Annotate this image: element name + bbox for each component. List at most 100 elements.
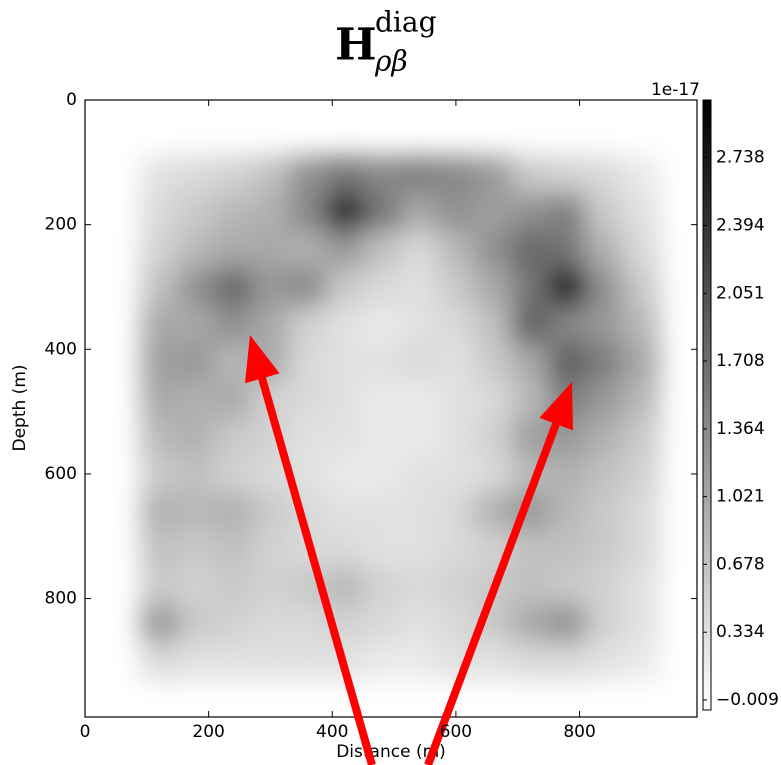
heat-cell (140, 417, 179, 456)
heat-cell (548, 156, 587, 194)
y-tick-label: 0 (66, 90, 77, 110)
heat-cell (214, 642, 253, 681)
heat-cell (622, 567, 661, 606)
heat-cell (400, 268, 438, 307)
heat-cell (363, 156, 401, 194)
heat-cell (177, 193, 216, 232)
heat-cell (585, 455, 624, 494)
heat-cell (400, 530, 438, 568)
heat-cell (585, 305, 624, 344)
heat-cell (622, 305, 661, 344)
heat-cell (400, 642, 438, 681)
heat-cell (140, 156, 179, 194)
heat-cell (214, 230, 253, 269)
heat-cell (363, 530, 401, 568)
y-axis-label: Depth (m) (10, 364, 30, 451)
heat-cell (400, 567, 438, 606)
heat-cell (326, 268, 364, 307)
heat-cell (548, 642, 587, 681)
heat-cell (585, 567, 624, 606)
heat-cell (289, 193, 327, 232)
y-tick-label: 800 (45, 589, 77, 609)
heat-cell (437, 230, 475, 269)
heat-cell (363, 268, 401, 307)
heat-cell (363, 604, 401, 643)
heat-cell (289, 380, 327, 419)
heat-cell (548, 268, 587, 307)
heat-cell (585, 343, 624, 381)
heat-cell (177, 530, 216, 568)
heat-cell (437, 417, 475, 456)
heat-cell (474, 380, 513, 419)
heat-cell (511, 642, 550, 681)
heat-cell (140, 193, 179, 232)
heat-cell (177, 492, 216, 531)
colorbar-tick-label: 2.394 (716, 216, 765, 236)
heat-cell (585, 156, 624, 194)
colorbar-tick-label: 2.738 (716, 148, 765, 168)
heat-cell (585, 492, 624, 531)
x-tick-label: 200 (192, 722, 224, 742)
x-tick-label: 0 (80, 722, 91, 742)
heat-cell (400, 193, 438, 232)
heat-cell (363, 642, 401, 681)
heat-cell (622, 455, 661, 494)
heat-cell (511, 380, 550, 419)
heat-cell (140, 604, 179, 643)
y-tick-label: 400 (45, 339, 77, 359)
heat-cell (585, 268, 624, 307)
heat-cell (214, 492, 253, 531)
heat-cell (177, 156, 216, 194)
heat-cell (400, 417, 438, 456)
heat-cell (326, 305, 364, 344)
heat-cell (363, 380, 401, 419)
heat-cell (177, 642, 216, 681)
heat-cell (214, 305, 253, 344)
heat-cell (326, 343, 364, 381)
heat-cell (474, 417, 513, 456)
heat-cell (511, 193, 550, 232)
heat-cell (437, 567, 475, 606)
title-sup: diag (375, 6, 437, 39)
colorbar-offset: 1e-17 (651, 80, 700, 100)
heat-cell (214, 193, 253, 232)
heat-cell (363, 343, 401, 381)
heat-cell (326, 530, 364, 568)
heat-cell (548, 530, 587, 568)
heat-cell (363, 193, 401, 232)
heat-cell (140, 492, 179, 531)
heat-cell (251, 530, 290, 568)
heat-cell (437, 604, 475, 643)
heat-cell (622, 604, 661, 643)
heat-cell (585, 604, 624, 643)
heat-cell (474, 268, 513, 307)
heat-cell (177, 230, 216, 269)
heat-cell (251, 492, 290, 531)
heat-cell (585, 230, 624, 269)
heat-cell (177, 604, 216, 643)
heat-cell (400, 492, 438, 531)
x-tick-label: 400 (316, 722, 348, 742)
title-sub: ρβ (374, 45, 408, 78)
heat-cell (511, 230, 550, 269)
heat-cell (400, 455, 438, 494)
heat-cell (214, 380, 253, 419)
heat-cell (548, 305, 587, 344)
heat-cell (251, 230, 290, 269)
heat-cell (622, 268, 661, 307)
heat-cell (177, 567, 216, 606)
heat-cell (622, 156, 661, 194)
heat-cell (177, 455, 216, 494)
heat-cell (400, 156, 438, 194)
annotation-arrow (245, 335, 376, 765)
colorbar-tick-label: 1.021 (716, 487, 765, 507)
heat-cell (400, 380, 438, 419)
heat-cell (251, 567, 290, 606)
heat-cell (511, 343, 550, 381)
heat-cell (585, 380, 624, 419)
heat-cell (437, 268, 475, 307)
heat-cell (214, 417, 253, 456)
heat-cell (511, 305, 550, 344)
colorbar-tick-label: −0.009 (716, 690, 779, 710)
heat-cell (177, 380, 216, 419)
